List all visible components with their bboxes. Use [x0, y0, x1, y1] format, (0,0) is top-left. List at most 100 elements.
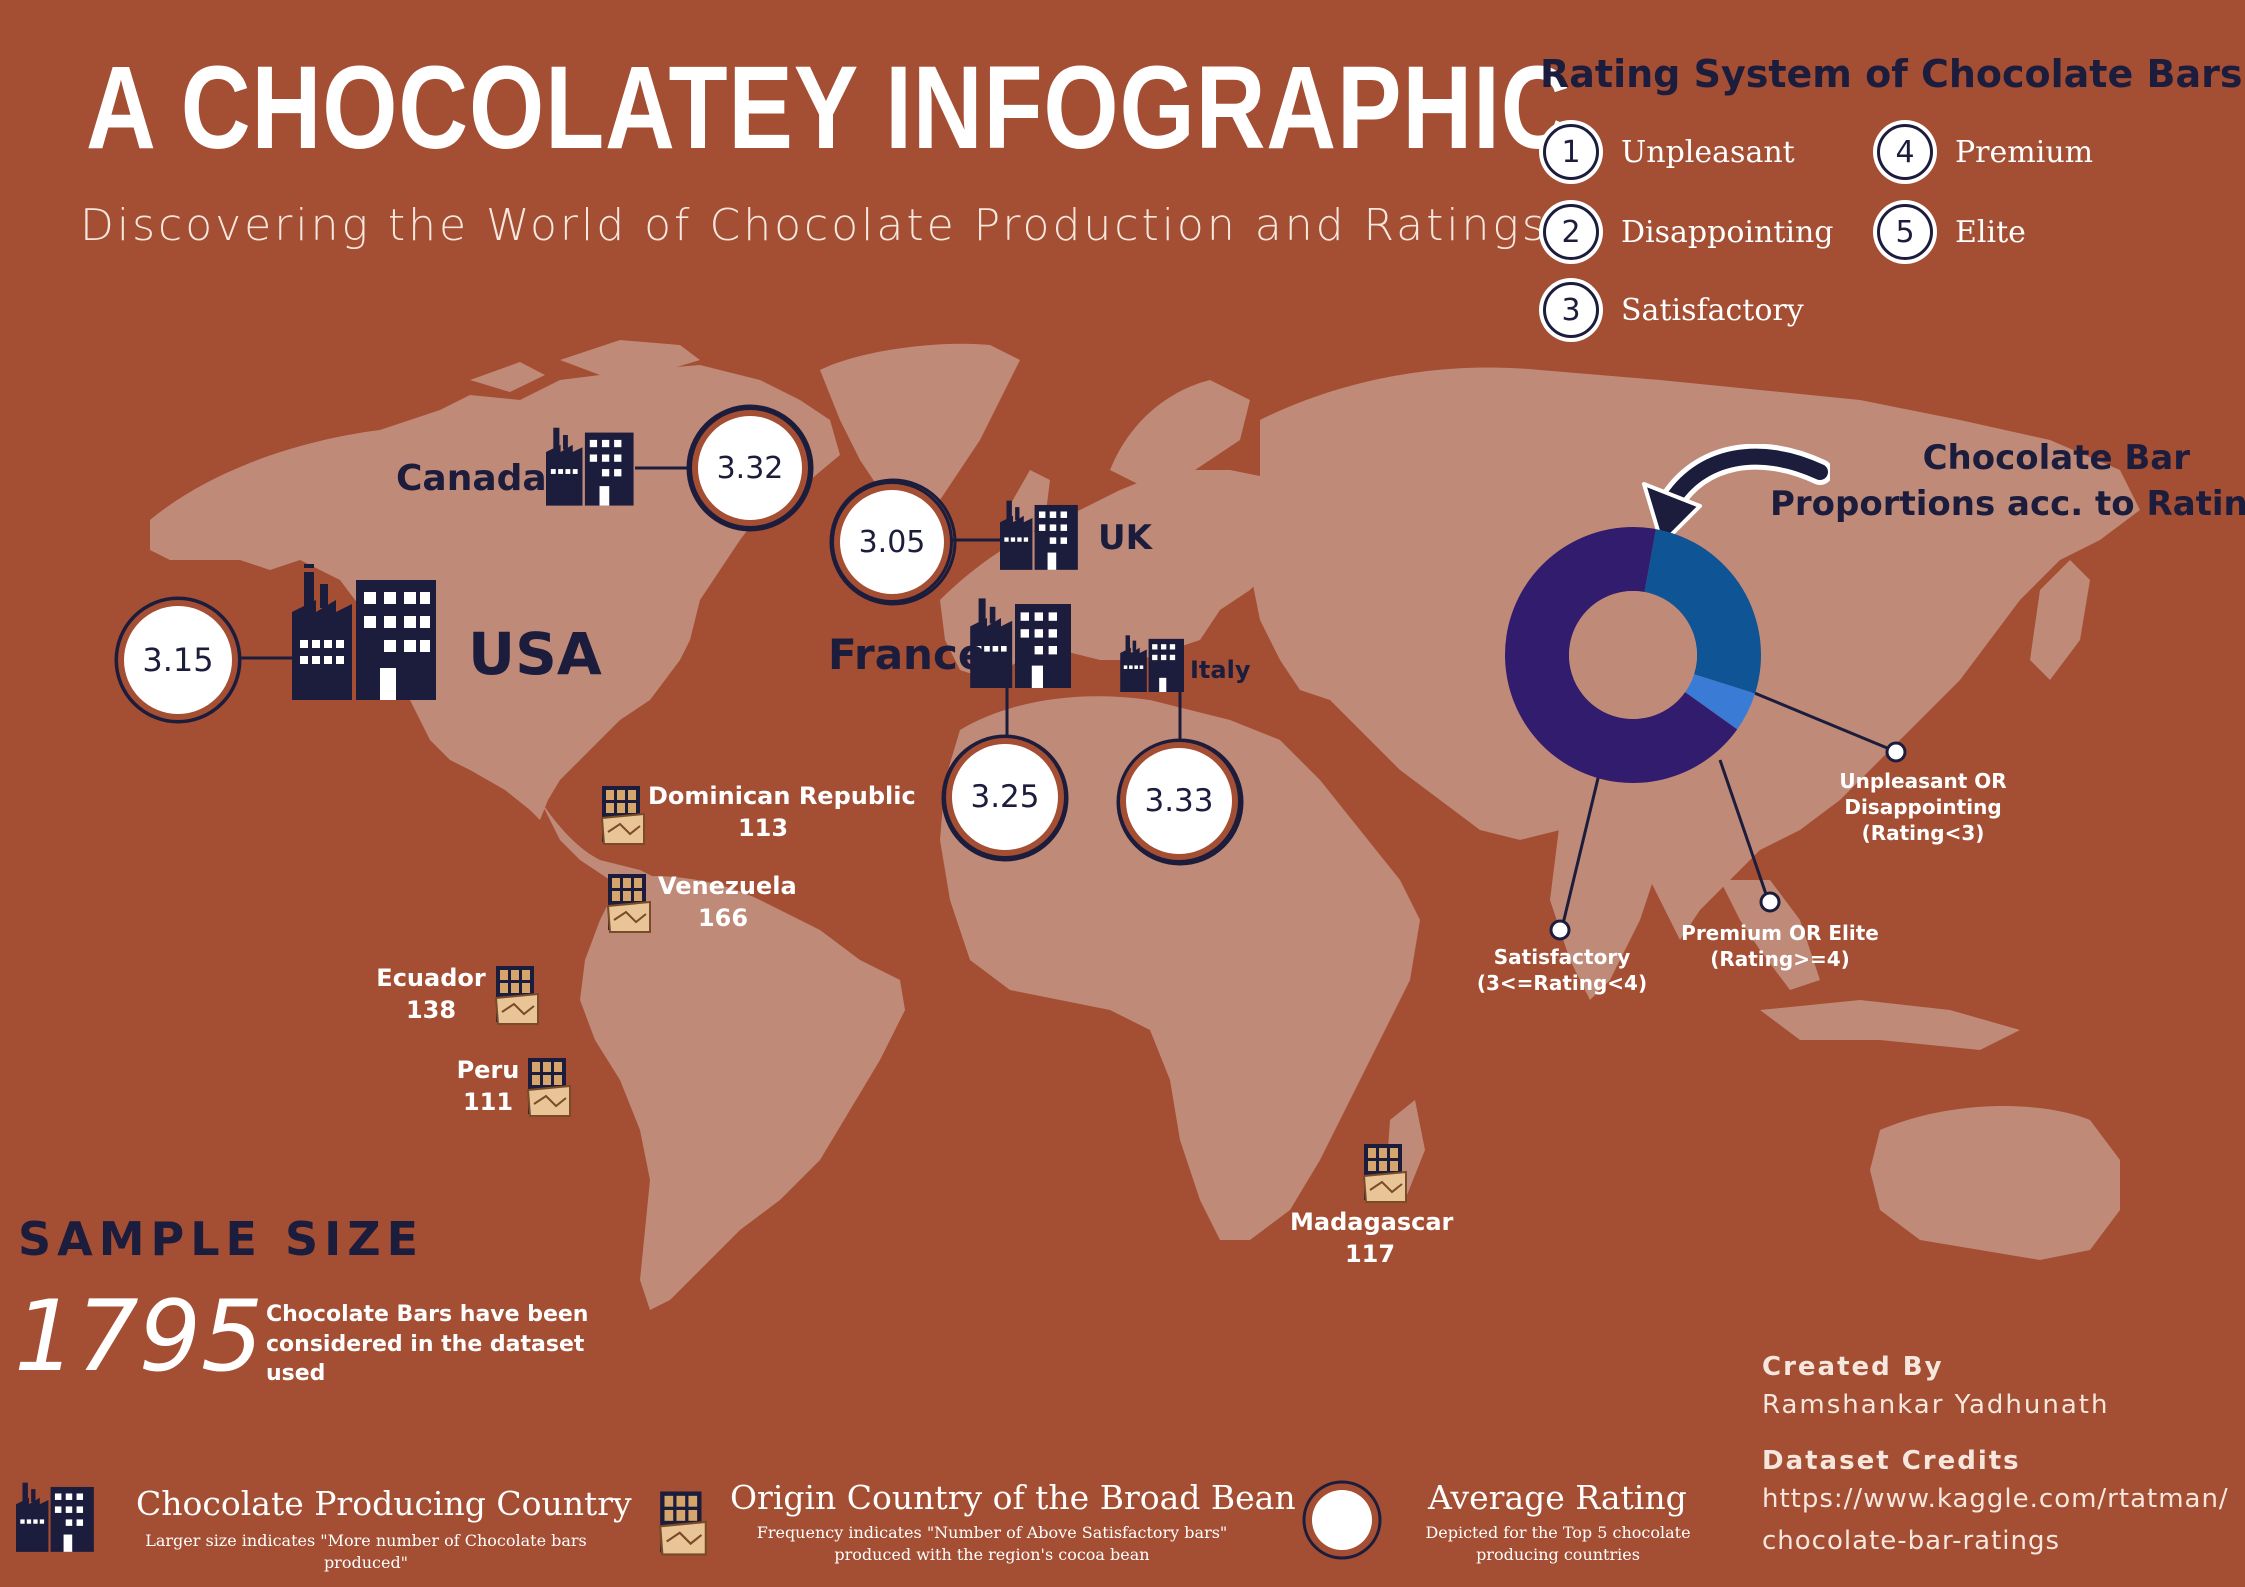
south-america-landmass	[580, 876, 905, 1310]
bean-count: 138	[405, 996, 457, 1025]
rating-number-badge: 4	[1877, 124, 1933, 180]
dataset-url-line1[interactable]: https://www.kaggle.com/rtatman/	[1762, 1484, 2229, 1514]
chocolate-bar-icon	[526, 1056, 572, 1122]
chocolate-bar-icon	[658, 1488, 708, 1562]
rating-item-3: 3 Satisfactory	[1543, 282, 1804, 338]
chocolate-bar-icon	[600, 784, 646, 850]
donut-label-line: Satisfactory	[1493, 945, 1631, 969]
bean-count: 166	[697, 904, 749, 933]
donut-label-line: (3<=Rating<4)	[1476, 971, 1648, 995]
bean-origin-madagascar: Madagascar 117	[1290, 1206, 1454, 1271]
factory-icon	[16, 1476, 96, 1556]
proportions-title: Chocolate Bar Proportions acc. to Rating	[1770, 436, 2245, 528]
chocolate-bar-icon	[606, 872, 652, 938]
rating-ring-icon	[1312, 1490, 1372, 1550]
proportions-title-line2: Proportions acc. to Rating	[1770, 483, 2245, 524]
chocolate-bar-icon	[494, 964, 540, 1030]
rating-label: Unpleasant	[1621, 134, 1795, 170]
sample-size-number: 1795	[14, 1280, 264, 1394]
factory-icon	[1000, 494, 1080, 574]
proportions-title-line1: Chocolate Bar	[1922, 438, 2190, 478]
bean-origin-dominican-republic: Dominican Republic 113	[648, 780, 916, 845]
africa-landmass	[940, 696, 1420, 1240]
donut-label-satisfactory: Satisfactory (3<=Rating<4)	[1472, 944, 1652, 996]
bean-origin-peru: Peru 111	[448, 1054, 528, 1119]
country-label-uk: UK	[1098, 518, 1152, 558]
bean-country: Peru	[456, 1056, 520, 1084]
arctic-islands	[470, 340, 700, 392]
donut-label-unpleasant: Unpleasant OR Disappointing (Rating<3)	[1818, 768, 2028, 846]
chocolate-bar-icon	[1362, 1142, 1408, 1208]
factory-icon	[1120, 630, 1186, 696]
rating-label: Satisfactory	[1621, 292, 1804, 328]
country-label-usa: USA	[468, 620, 602, 688]
rating-label: Elite	[1955, 214, 2026, 250]
factory-icon	[292, 560, 440, 704]
rating-circle-uk: 3.05	[840, 490, 944, 594]
rating-circle-usa: 3.15	[124, 606, 232, 714]
legend-origin-title: Origin Country of the Broad Bean	[730, 1478, 1296, 1517]
dataset-credits-label: Dataset Credits	[1762, 1446, 2021, 1476]
bean-country: Dominican Republic	[648, 782, 916, 810]
bean-count: 111	[462, 1088, 514, 1117]
north-america-landmass	[150, 365, 840, 820]
dataset-url-line2[interactable]: chocolate-bar-ratings	[1762, 1526, 2061, 1556]
donut-label-line: Disappointing	[1844, 795, 2002, 819]
rating-item-2: 2 Disappointing	[1543, 204, 1834, 260]
central-america-landmass	[540, 800, 660, 895]
country-label-italy: Italy	[1190, 656, 1251, 684]
indonesia-landmass	[1760, 1000, 2020, 1050]
rating-item-5: 5 Elite	[1877, 204, 2026, 260]
rating-label: Disappointing	[1621, 214, 1834, 250]
donut-label-premium: Premium OR Elite (Rating>=4)	[1680, 920, 1880, 972]
rating-number-badge: 3	[1543, 282, 1599, 338]
rating-item-4: 4 Premium	[1877, 124, 2093, 180]
factory-icon	[546, 420, 636, 510]
rating-number-badge: 5	[1877, 204, 1933, 260]
factory-icon	[970, 590, 1074, 692]
donut-hole	[1569, 591, 1697, 719]
rating-circle-france: 3.25	[952, 744, 1058, 850]
rating-circle-canada: 3.32	[698, 416, 802, 520]
greenland-landmass	[820, 343, 1020, 510]
donut-label-line: Unpleasant OR	[1839, 769, 2007, 793]
rating-number-badge: 1	[1543, 124, 1599, 180]
bean-count: 113	[737, 814, 789, 843]
bean-country: Ecuador	[376, 964, 486, 992]
rating-item-1: 1 Unpleasant	[1543, 124, 1795, 180]
donut-segment-premium	[1685, 674, 1756, 730]
donut-label-line: Premium OR Elite	[1681, 921, 1879, 945]
sample-size-description: Chocolate Bars have been considered in t…	[266, 1302, 589, 1387]
legend-rating-desc: Depicted for the Top 5 chocolate produci…	[1425, 1523, 1691, 1565]
proportions-donut-chart	[1505, 527, 1761, 783]
legend-origin-desc: Frequency indicates "Number of Above Sat…	[756, 1523, 1228, 1565]
legend-producing-desc: Larger size indicates "More number of Ch…	[145, 1531, 587, 1573]
bean-country: Venezuela	[658, 872, 797, 900]
rating-system-title: Rating System of Chocolate Bars	[1540, 52, 2243, 96]
scandinavia-landmass	[1110, 380, 1250, 490]
bean-country: Madagascar	[1290, 1208, 1454, 1236]
sample-size-title: SAMPLE SIZE	[18, 1212, 424, 1266]
bean-origin-venezuela: Venezuela 166	[658, 870, 797, 935]
australia-landmass	[1870, 1106, 2120, 1260]
bean-origin-ecuador: Ecuador 138	[376, 962, 486, 1027]
created-by-label: Created By	[1762, 1352, 1944, 1382]
donut-label-line: (Rating<3)	[1861, 821, 1985, 845]
rating-label: Premium	[1955, 134, 2094, 170]
southeast-asia-landmass	[1720, 880, 1820, 990]
page-subtitle: Discovering the World of Chocolate Produ…	[80, 200, 1548, 251]
legend-rating-title: Average Rating	[1428, 1478, 1687, 1517]
author-name: Ramshankar Yadhunath	[1762, 1390, 2110, 1420]
rating-number-badge: 2	[1543, 204, 1599, 260]
donut-segment-unpleasant	[1644, 529, 1761, 694]
donut-segment-satisfactory	[1505, 527, 1738, 783]
country-label-france: France	[828, 630, 987, 679]
japan-landmass	[2030, 560, 2090, 680]
curved-arrow-icon	[1640, 443, 1833, 558]
legend-producing-title: Chocolate Producing Country	[136, 1484, 632, 1523]
country-label-canada: Canada	[396, 458, 547, 499]
donut-label-line: (Rating>=4)	[1710, 947, 1850, 971]
bean-count: 117	[1344, 1240, 1396, 1269]
rating-circle-italy: 3.33	[1126, 748, 1232, 854]
